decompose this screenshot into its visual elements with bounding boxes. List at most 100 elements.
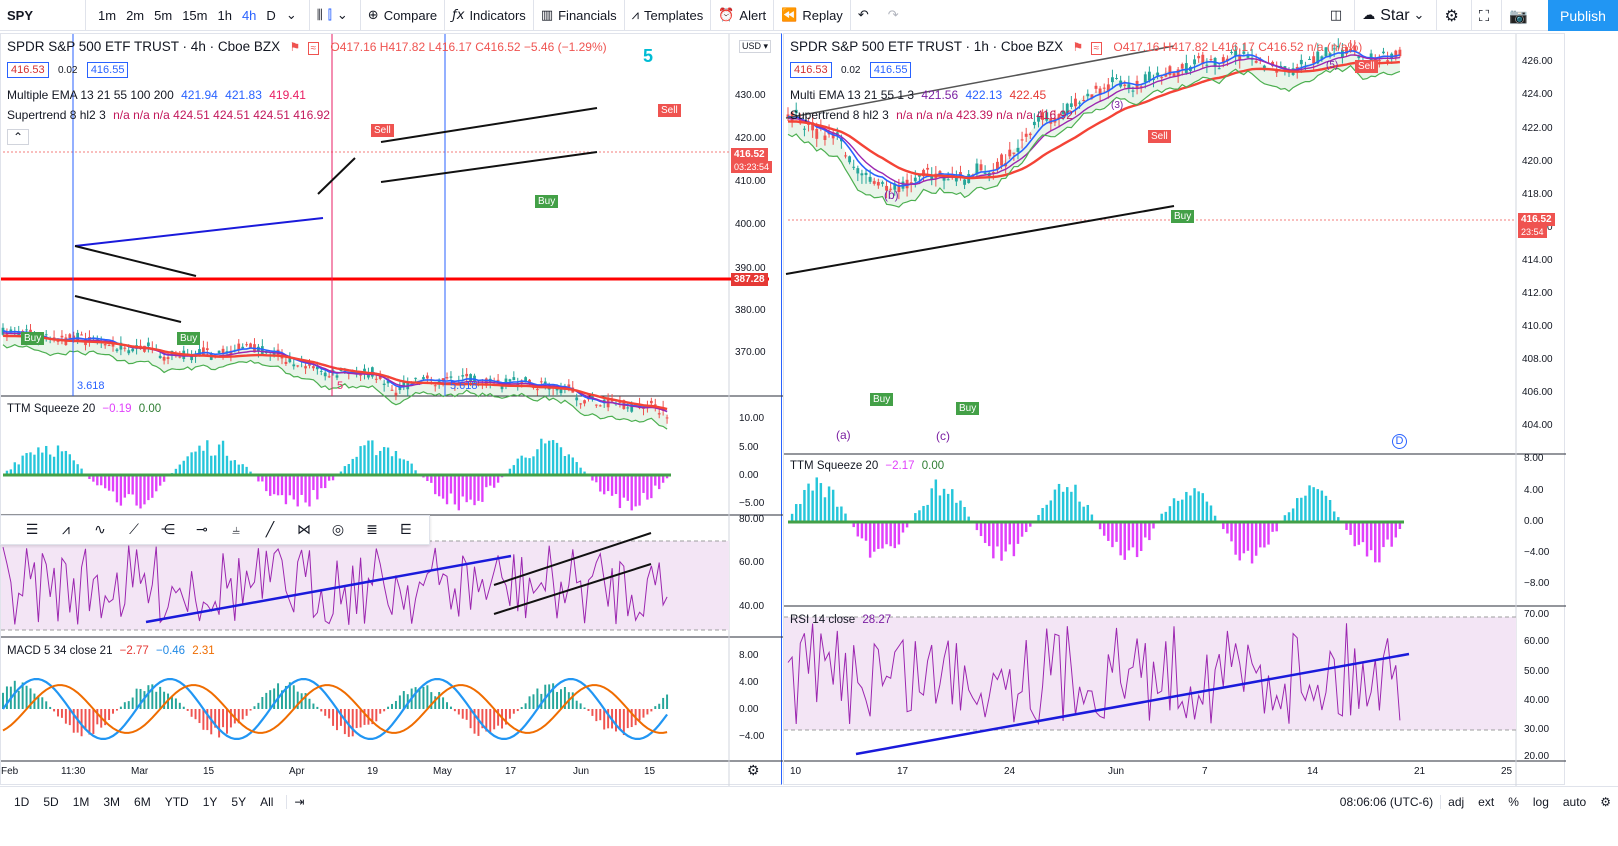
alert-button[interactable]: ⏰ Alert [711,0,775,31]
candle-body [594,404,598,406]
right-price-tick: 422.00 [1522,123,1553,134]
timeframe-1h[interactable]: 1h [217,7,232,23]
bars-chart-icon[interactable]: ⫼ [316,7,323,23]
candles-chart-icon[interactable]: ⫿ [327,7,332,23]
ext-toggle[interactable]: ext [1478,794,1495,809]
line-tool-icon[interactable]: ╱ [265,522,275,538]
candle-body [852,166,856,168]
indicators-label: Indicators [469,7,526,23]
indicators-button[interactable]: ƒx Indicators [445,0,534,31]
elliott-wave-icon[interactable]: ⩘ [62,522,70,538]
range-1m[interactable]: 1M [72,794,90,809]
currency-selector[interactable]: USD ▾ [739,40,772,53]
abc-wave-icon[interactable]: ∿ [94,522,106,538]
supertrend-line [2,344,668,430]
left-ttm-legend[interactable]: TTM Squeeze 20 −0.19 0.00 [7,403,161,415]
candle-body [237,343,241,351]
right-chart-pane[interactable]: SPDR S&P 500 ETF TRUST · 1h · Cboe BZX ⚑… [783,33,1566,786]
timeframe-1m[interactable]: 1m [98,7,117,23]
left-ask-price[interactable]: 416.55 [86,62,129,78]
timeframe-d[interactable]: D [266,7,276,23]
snapshot-button[interactable]: 📷 [1502,0,1540,31]
left-supertrend-legend[interactable]: Supertrend 8 hl2 3 n/a n/a n/a 424.51 42… [7,108,330,122]
range-ytd[interactable]: YTD [164,794,189,809]
right-rsi-legend[interactable]: RSI 14 close 28.27 [790,614,891,626]
candle-body [1336,45,1340,48]
right-bid-price[interactable]: 416.53 [790,62,832,78]
range-5y[interactable]: 5Y [231,794,247,809]
right-chart-canvas[interactable] [784,34,1566,786]
wave-icon[interactable]: ≈ [1090,42,1103,55]
horizontal-ray-icon[interactable]: ⊸ [196,522,208,538]
gear-icon[interactable]: ⚙ [1600,794,1611,809]
gear-icon[interactable]: ⚙ [747,762,760,778]
timeframe-15m[interactable]: 15m [182,7,208,23]
percent-toggle[interactable]: % [1508,794,1519,809]
right-price-tick: 414.00 [1522,255,1553,266]
right-ask-price[interactable]: 416.55 [869,62,912,78]
adj-toggle[interactable]: adj [1440,794,1471,809]
plus-circle-icon: ⊕ [367,7,379,23]
right-supertrend-values: n/a n/a n/a 423.39 n/a n/a 416.92 [896,108,1073,122]
parallel-channel-icon[interactable]: ≣ [366,522,378,538]
financials-button[interactable]: ▥ Financials [534,0,625,31]
fib-circle-icon[interactable]: ◎ [331,522,345,538]
left-chart-canvas[interactable] [1,34,783,786]
range-all[interactable]: All [260,794,274,809]
fullscreen-button[interactable]: ⛶ [1472,0,1503,31]
fullscreen-icon: ⛶ [1478,6,1490,25]
auto-toggle[interactable]: auto [1562,794,1587,809]
candle-body [1102,87,1106,89]
fib-tool-icon[interactable]: ⋲ [161,522,175,538]
camera-icon: 📷 [1509,6,1528,25]
timeframe-4h[interactable]: 4h [241,7,257,23]
left-chart-pane[interactable]: SPDR S&P 500 ETF TRUST · 4h · Cboe BZX ⚑… [0,33,783,786]
range-1y[interactable]: 1Y [202,794,218,809]
left-macd-legend[interactable]: MACD 5 34 close 21 −2.77 −0.46 2.31 [7,645,215,657]
right-ttm-legend[interactable]: TTM Squeeze 20 −2.17 0.00 [790,460,944,472]
redo-button[interactable]: ↷ [881,0,911,31]
left-ema-legend[interactable]: Multiple EMA 13 21 55 100 200 421.94 421… [7,88,306,102]
right-supertrend-legend[interactable]: Supertrend 8 hl2 3 n/a n/a n/a 423.39 n/… [790,108,1073,122]
pattern-icon[interactable]: ⋈ [297,522,311,538]
log-toggle[interactable]: log [1532,794,1549,809]
timeframe-5m[interactable]: 5m [154,7,173,23]
chevron-down-icon[interactable]: ⌄ [336,7,348,23]
date-range-icon[interactable]: ⇥ [286,794,311,809]
symbol-search-button[interactable]: SPY [0,0,86,31]
replay-button[interactable]: ⏪ Replay [774,0,851,31]
flag-icon[interactable]: ⚑ [289,40,301,54]
chevron-down-icon[interactable]: ⌄ [285,7,297,22]
candle-body [390,389,394,391]
undo-button[interactable]: ↶ [851,0,881,31]
candle-body [1246,55,1250,58]
layout-button[interactable]: ◫ [1323,0,1356,31]
wave-label: D [1392,434,1407,449]
candle-body [1000,154,1003,166]
left-bid-price[interactable]: 416.53 [7,62,49,78]
range-1d[interactable]: 1D [14,794,30,809]
settings-button[interactable]: ⚙ [1437,0,1472,31]
sell-signal-label: Sell [658,104,681,117]
clock-time[interactable]: 08:06:06 (UTC-6) [1339,794,1434,809]
range-5d[interactable]: 5D [43,794,59,809]
hamburger-menu-icon[interactable]: ☰ [25,522,39,538]
right-ttm-label: TTM Squeeze 20 [790,460,879,472]
templates-button[interactable]: ⩘ Templates [625,0,712,31]
candle-body [665,417,669,419]
flag-icon[interactable]: ⚑ [1072,40,1084,54]
star-button[interactable]: ☁ Star ⌄ [1355,0,1438,31]
range-6m[interactable]: 6M [134,794,151,809]
right-ema-legend[interactable]: Multi EMA 13 21 55 1 3 421.56 422.13 422… [790,88,1046,102]
candle-body [1209,59,1213,61]
range-3m[interactable]: 3M [103,794,121,809]
wave-icon[interactable]: ≈ [307,42,320,55]
timeframe-2m[interactable]: 2m [126,7,145,23]
regression-icon[interactable]: ⋿ [399,522,413,538]
publish-button[interactable]: Publish [1548,0,1618,31]
collapse-legend-button[interactable]: ⌃ [7,129,30,145]
trend-line-icon[interactable]: ⟋ [129,522,139,538]
compare-button[interactable]: ⊕ Compare [361,0,446,31]
left-countdown-tag: 03:23:54 [731,161,773,173]
pitchfork-icon[interactable]: ⫨ [232,522,240,538]
